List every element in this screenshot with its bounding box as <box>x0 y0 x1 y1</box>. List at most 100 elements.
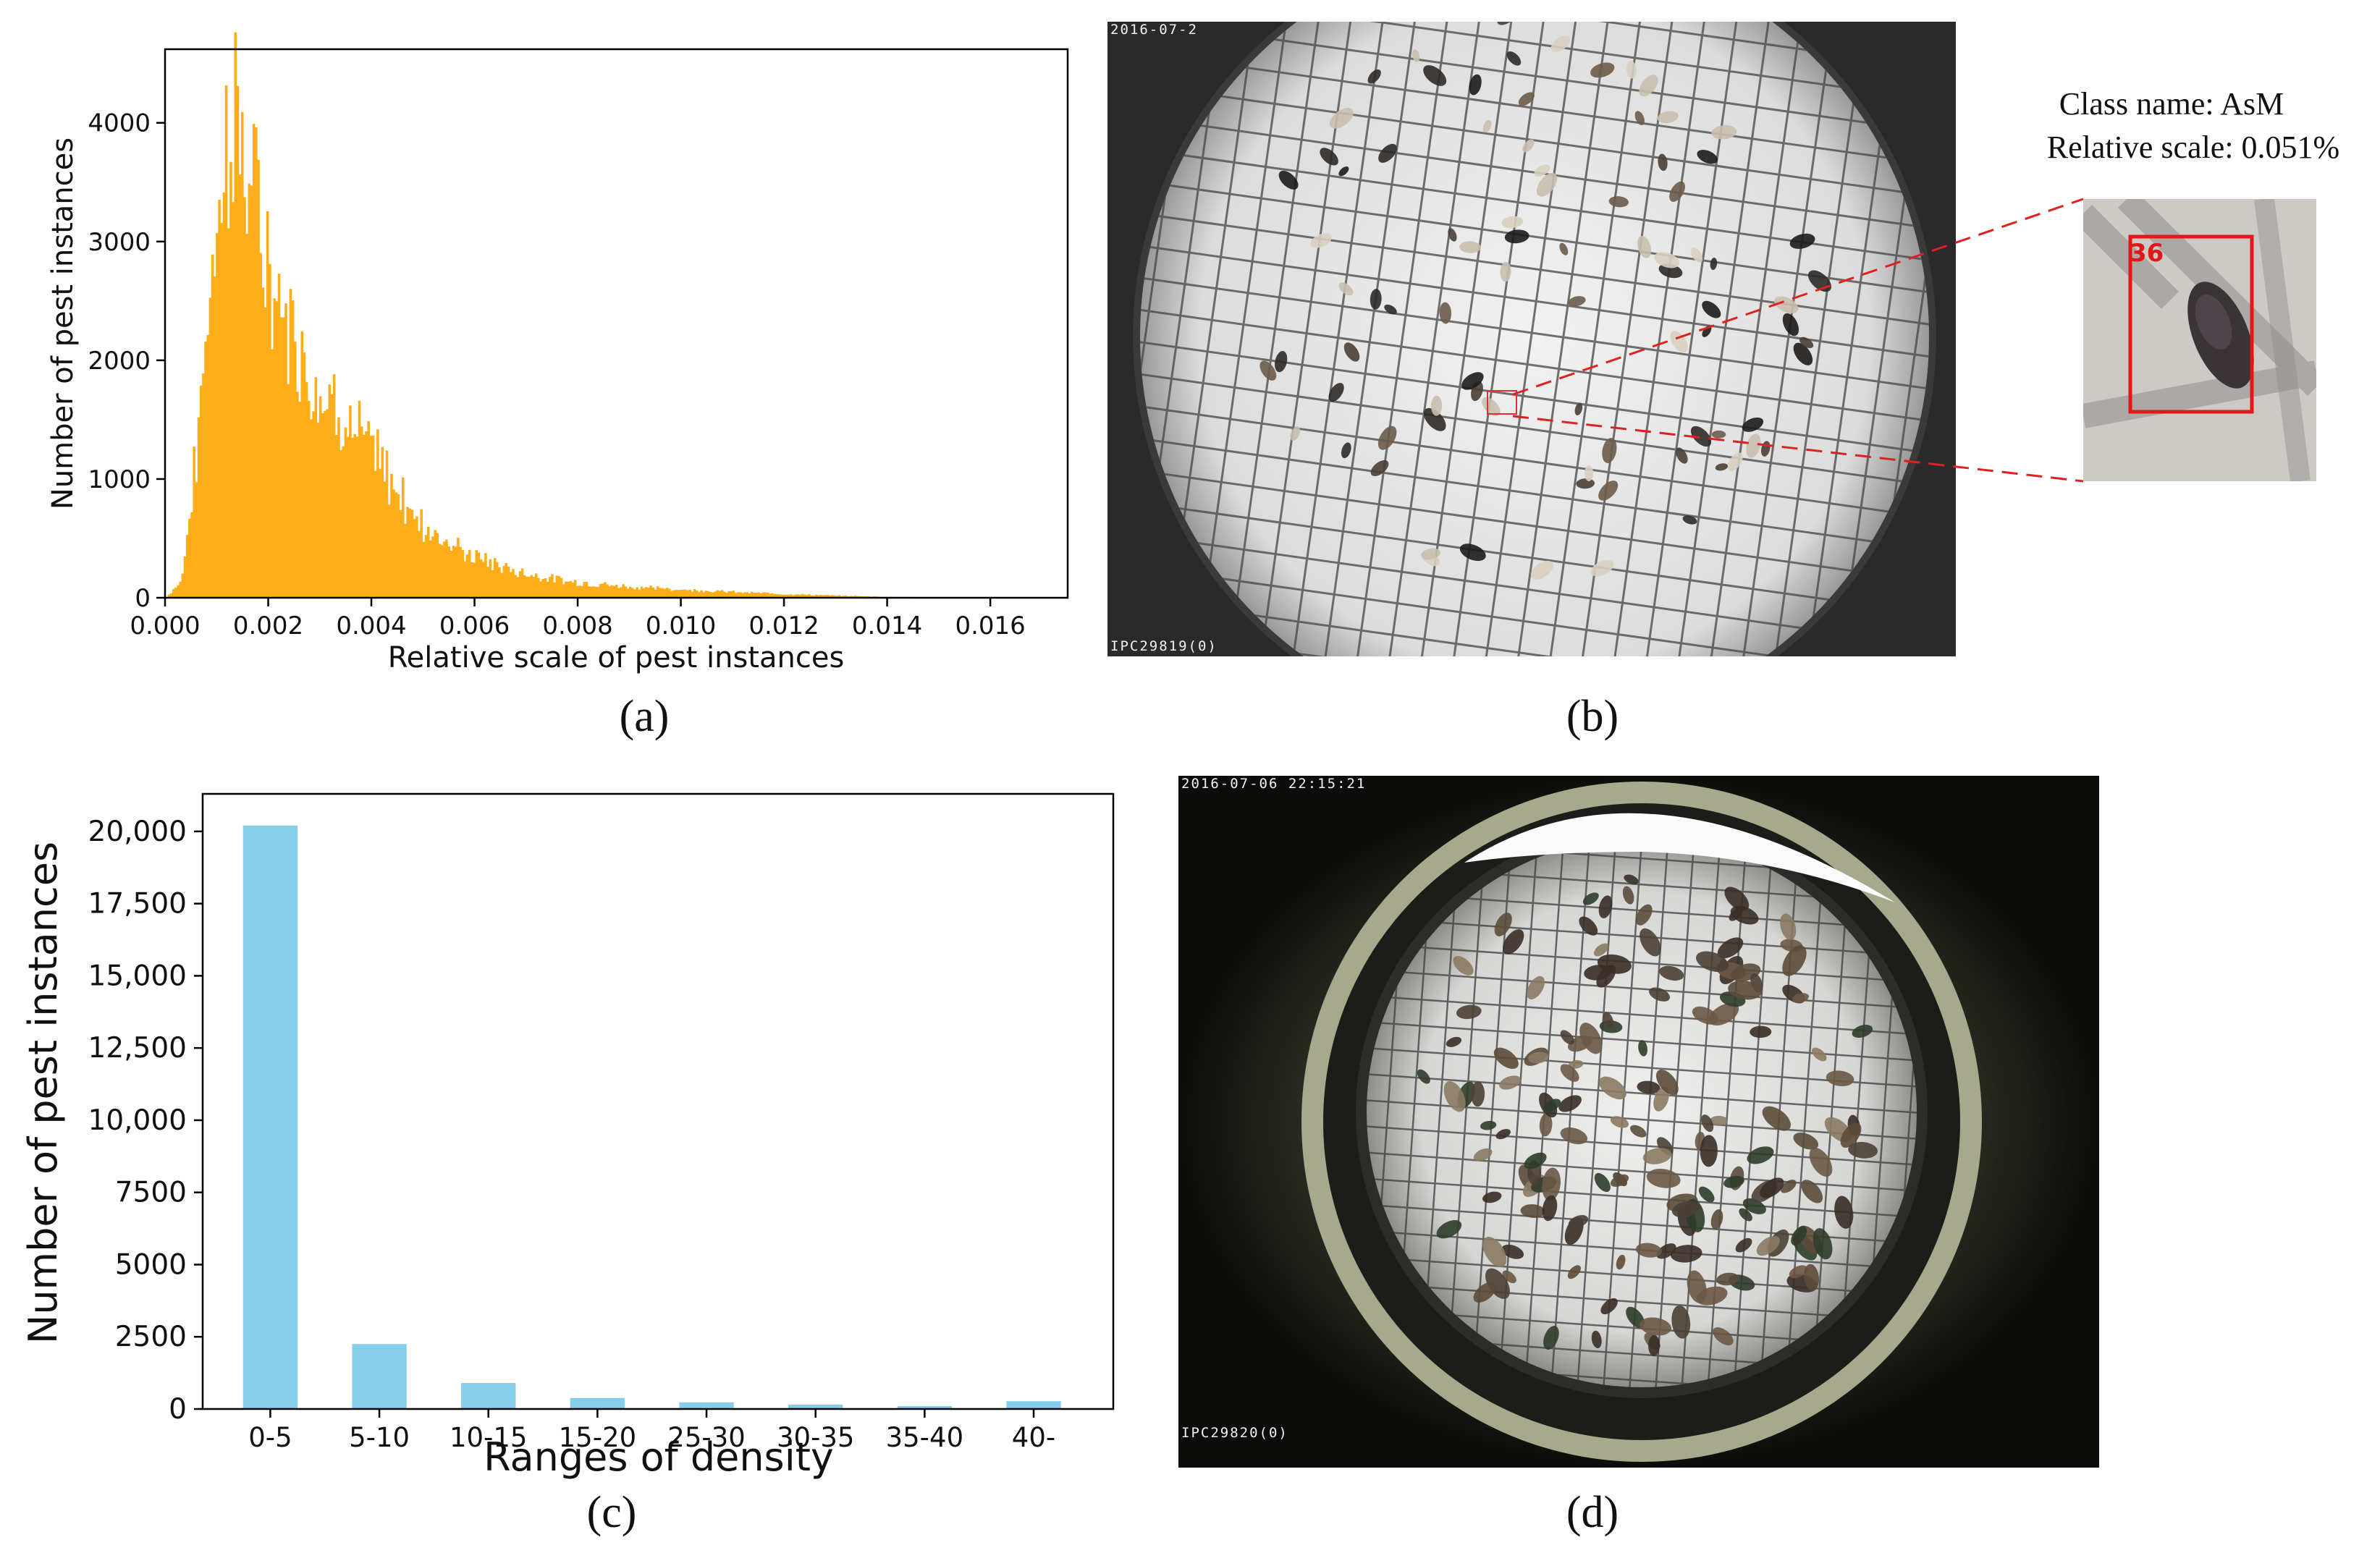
histogram-bar <box>224 85 228 598</box>
histogram-bar <box>197 417 201 598</box>
histogram-bar <box>601 583 604 598</box>
zoom-patch: 36 <box>2083 199 2316 481</box>
histogram-bar <box>553 582 556 598</box>
histogram-bar <box>631 588 634 598</box>
histogram-bar <box>541 578 544 598</box>
histogram-bar <box>620 587 623 598</box>
histogram-bar <box>822 595 824 598</box>
detection-box <box>2128 234 2254 414</box>
histogram-bar <box>227 228 230 598</box>
histogram-bar <box>431 536 434 598</box>
chart-a: 0.000 0.002 0.004 0.006 0.008 0.010 0.012 0.014… <box>46 32 1069 674</box>
x-axis-label-c: Ranges of density <box>484 1434 834 1480</box>
histogram-bar <box>457 538 460 598</box>
y-tick-label-a: 3000 <box>88 228 151 257</box>
histogram-bar <box>376 429 379 598</box>
histogram-bar <box>695 591 699 598</box>
histogram-bar <box>608 586 611 598</box>
histogram-bar <box>383 481 387 598</box>
histogram-bar <box>257 159 260 598</box>
histogram-bar <box>551 574 554 598</box>
histogram-bar <box>512 569 515 598</box>
histogram-bar <box>379 468 381 598</box>
histogram-bar <box>369 436 373 598</box>
axes-frame-c <box>201 792 1115 1410</box>
histogram-bar <box>241 111 244 598</box>
histogram-bar <box>567 581 570 598</box>
histogram-bar <box>484 553 487 598</box>
histogram-bar <box>794 594 797 598</box>
histogram-bar <box>656 586 659 598</box>
histogram-bar <box>434 530 436 598</box>
histogram-bar <box>801 593 804 598</box>
histogram-bar <box>479 559 483 598</box>
histogram-bar <box>314 377 318 598</box>
histogram-bar <box>590 586 593 598</box>
histogram-bar <box>530 575 533 598</box>
histogram-bar <box>518 571 522 598</box>
histogram-bar <box>557 576 561 598</box>
histogram-bar <box>684 589 687 598</box>
zoom-relative-scale: Relative scale: 0.051% <box>2046 130 2340 165</box>
histogram-bar <box>307 400 311 598</box>
density-bar <box>1006 1401 1061 1409</box>
y-tick-label-c: 12,500 <box>88 1032 187 1065</box>
histogram-bar <box>174 587 177 598</box>
histogram-bar <box>636 587 639 598</box>
histogram-bar <box>275 301 279 598</box>
density-bar <box>679 1402 734 1409</box>
histogram-bar <box>468 549 471 598</box>
y-axis-label-a: Number of pest instances <box>46 137 80 509</box>
histogram-bar <box>539 581 542 598</box>
histogram-bar <box>367 421 370 598</box>
histogram-bar <box>502 565 506 598</box>
histogram-bar <box>532 577 536 598</box>
trap-grid-d <box>1178 776 2099 1468</box>
histogram-bar <box>429 540 432 598</box>
histogram-bar <box>363 434 366 598</box>
histogram-bar <box>750 591 754 598</box>
histogram-bar <box>255 127 258 598</box>
histogram-bar <box>326 409 329 598</box>
x-tick-label-a: 0.000 <box>130 612 200 640</box>
histogram-bar <box>232 202 235 598</box>
histogram-bar <box>188 518 191 598</box>
histogram-bar <box>351 437 354 598</box>
y-tick-label-c: 5000 <box>115 1248 187 1281</box>
histogram-bar <box>374 470 377 598</box>
histogram-bar <box>208 297 212 598</box>
histogram-bar <box>220 223 224 598</box>
histogram-bar <box>739 592 742 598</box>
histogram-bar <box>440 545 444 598</box>
y-tick-label-a: 2000 <box>88 347 151 376</box>
histogram-bar <box>732 591 735 598</box>
histogram-bar <box>420 509 423 598</box>
histogram-bar <box>792 595 795 598</box>
histogram-bar <box>528 577 531 598</box>
histogram-bar <box>279 317 283 598</box>
histogram-bar <box>316 422 320 598</box>
histogram-bar <box>746 592 749 598</box>
histogram-bar <box>259 253 262 598</box>
histogram-bar <box>677 590 680 598</box>
histogram-bar <box>633 589 636 598</box>
histogram-bar <box>775 594 779 598</box>
histogram-bar <box>463 561 467 598</box>
histogram-bar <box>824 595 827 598</box>
histogram-bar <box>537 577 540 598</box>
x-ticks-c: 0-5 5-10 10-15 15-20 25-30 30-35 35-40 40- <box>248 1409 1055 1453</box>
histogram-bar <box>360 426 363 598</box>
histogram-bar <box>771 593 775 598</box>
histogram-bar <box>594 586 597 598</box>
histogram-bar <box>796 594 799 598</box>
histogram-bar <box>675 590 678 598</box>
histogram-bar <box>381 447 384 598</box>
histogram-bar <box>498 567 501 598</box>
histogram-bar <box>764 592 767 598</box>
x-tick-label-a: 0.010 <box>646 612 716 640</box>
histogram-bar <box>587 586 591 598</box>
histogram-bar <box>853 596 857 598</box>
histogram-bar <box>753 593 756 598</box>
histogram-bar <box>422 541 426 598</box>
histogram-bar <box>622 584 625 598</box>
